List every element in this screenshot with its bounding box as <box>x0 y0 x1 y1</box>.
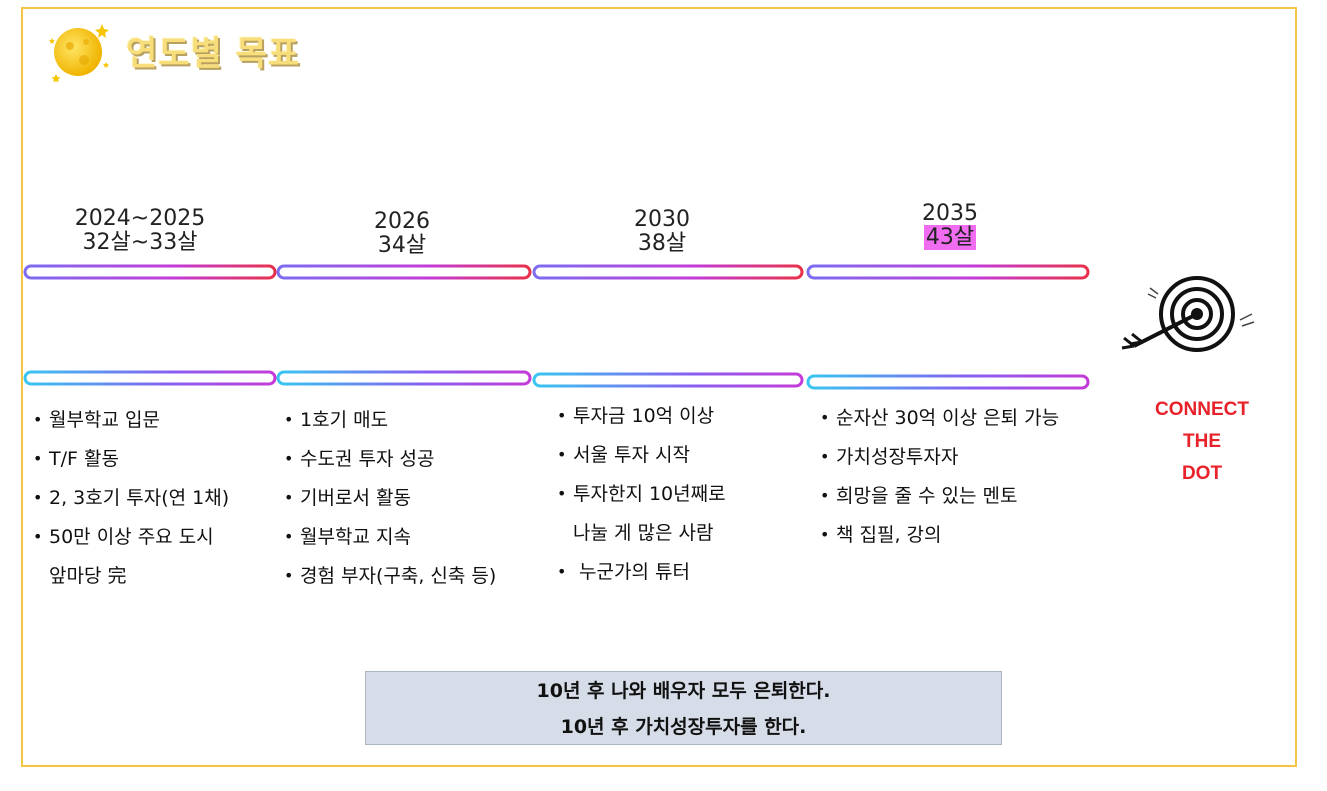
summary-line: 10년 후 나와 배우자 모두 은퇴한다. <box>536 680 831 702</box>
ladder-bottom-rail <box>532 372 804 388</box>
summary-box: 10년 후 나와 배우자 모두 은퇴한다. 10년 후 가치성장투자를 한다. <box>365 671 1002 745</box>
ladder-graphic <box>806 264 1090 390</box>
header: 연도별 목표 <box>48 18 300 82</box>
goal-list: 1호기 매도 수도권 투자 성공 기버로서 활동 월부학교 지속 경험 부자(구… <box>284 407 496 602</box>
goal-item: 경험 부자(구축, 신축 등) <box>284 563 496 602</box>
goal-item: 희망을 줄 수 있는 멘토 <box>820 483 1059 522</box>
goal-item: T/F 활동 <box>33 446 229 485</box>
goal-item: 서울 투자 시작 <box>557 442 726 481</box>
page-frame <box>21 7 1297 767</box>
goal-item: 기버로서 활동 <box>284 485 496 524</box>
goal-list: 순자산 30억 이상 은퇴 가능 가치성장투자자 희망을 줄 수 있는 멘토 책… <box>820 405 1059 561</box>
goal-item-continued: 나눌 게 많은 사람 <box>573 522 714 544</box>
period-header: 2035 43살 <box>880 202 1020 250</box>
ladder-bottom-rail <box>23 370 277 386</box>
goal-item: 투자한지 10년째로 <box>557 481 726 520</box>
goal-item: 2, 3호기 투자(연 1채) <box>33 485 229 524</box>
ladder-graphic <box>276 264 532 386</box>
period-age: 34살 <box>377 233 427 258</box>
goal-item: 가치성장투자자 <box>820 444 1059 483</box>
goal-item: 투자금 10억 이상 <box>557 403 726 442</box>
goal-item: 50만 이상 주요 도시 <box>33 524 229 563</box>
goal-item-continued: 앞마당 完 <box>49 565 127 587</box>
goal-item: 누군가의 튜터 <box>557 559 726 598</box>
ladder-bottom-rail <box>806 374 1090 390</box>
ladder-bottom-rail <box>276 370 532 386</box>
ladder-top-rail <box>532 264 804 280</box>
goal-item: 1호기 매도 <box>284 407 496 446</box>
period-age: 32살~33살 <box>82 230 198 255</box>
ladder-top-rail <box>276 264 532 280</box>
ladder-graphic <box>23 264 277 386</box>
connect-line: CONNECT <box>1155 399 1249 420</box>
goal-item: 월부학교 입문 <box>33 407 229 446</box>
period-header: 2024~2025 32살~33살 <box>60 207 220 255</box>
ladder-graphic <box>532 264 804 388</box>
target-arrow-icon <box>1121 276 1255 352</box>
moon-stars-icon <box>49 24 109 82</box>
goal-list: 투자금 10억 이상 서울 투자 시작 투자한지 10년째로 나눌 게 많은 사… <box>557 403 726 598</box>
goal-item: 월부학교 지속 <box>284 524 496 563</box>
period-age-highlighted: 43살 <box>923 225 977 250</box>
period-year: 2026 <box>374 209 430 234</box>
goal-item: 수도권 투자 성공 <box>284 446 496 485</box>
period-header: 2030 38살 <box>592 208 732 256</box>
goal-item: 책 집필, 강의 <box>820 522 1059 561</box>
period-age: 38살 <box>637 231 687 256</box>
connect-line: THE <box>1183 431 1221 452</box>
connect-line: DOT <box>1181 463 1223 484</box>
period-header: 2026 34살 <box>332 210 472 258</box>
page-title: 연도별 목표 <box>126 33 301 74</box>
period-year: 2030 <box>634 207 690 232</box>
connect-the-dot-text: CONNECT THE DOT <box>1132 394 1272 490</box>
ladder-top-rail <box>806 264 1090 280</box>
ladder-top-rail <box>23 264 277 280</box>
period-year: 2024~2025 <box>74 206 206 231</box>
goal-list: 월부학교 입문 T/F 활동 2, 3호기 투자(연 1채) 50만 이상 주요… <box>33 407 229 602</box>
summary-line: 10년 후 가치성장투자를 한다. <box>560 716 807 738</box>
period-year: 2035 <box>922 201 978 226</box>
goal-item: 순자산 30억 이상 은퇴 가능 <box>820 405 1059 444</box>
